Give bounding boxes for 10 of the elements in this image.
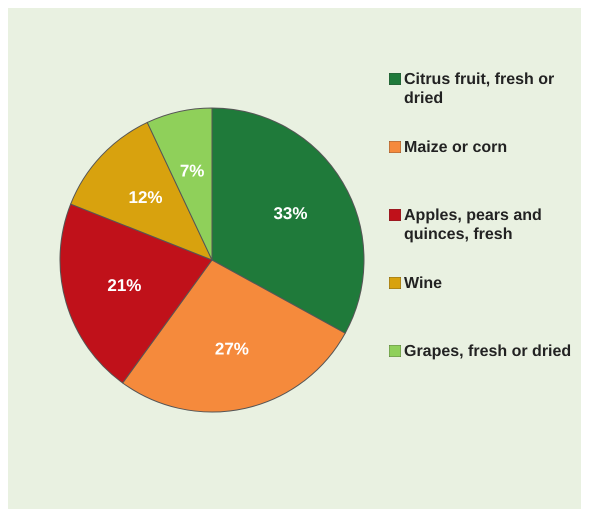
data-label: 21%: [107, 276, 142, 295]
legend-label: Grapes, fresh or dried: [404, 342, 572, 361]
legend-label: Wine: [404, 274, 442, 293]
legend-label: Citrus fruit, fresh or dried: [404, 70, 556, 108]
data-label: 7%: [180, 161, 204, 180]
legend-label: Apples, pears and quinces, fresh: [404, 206, 543, 244]
data-label: 27%: [214, 340, 249, 359]
data-label: 12%: [128, 188, 163, 208]
legend-label: Maize or corn: [404, 138, 508, 157]
data-label: 33%: [273, 204, 308, 224]
